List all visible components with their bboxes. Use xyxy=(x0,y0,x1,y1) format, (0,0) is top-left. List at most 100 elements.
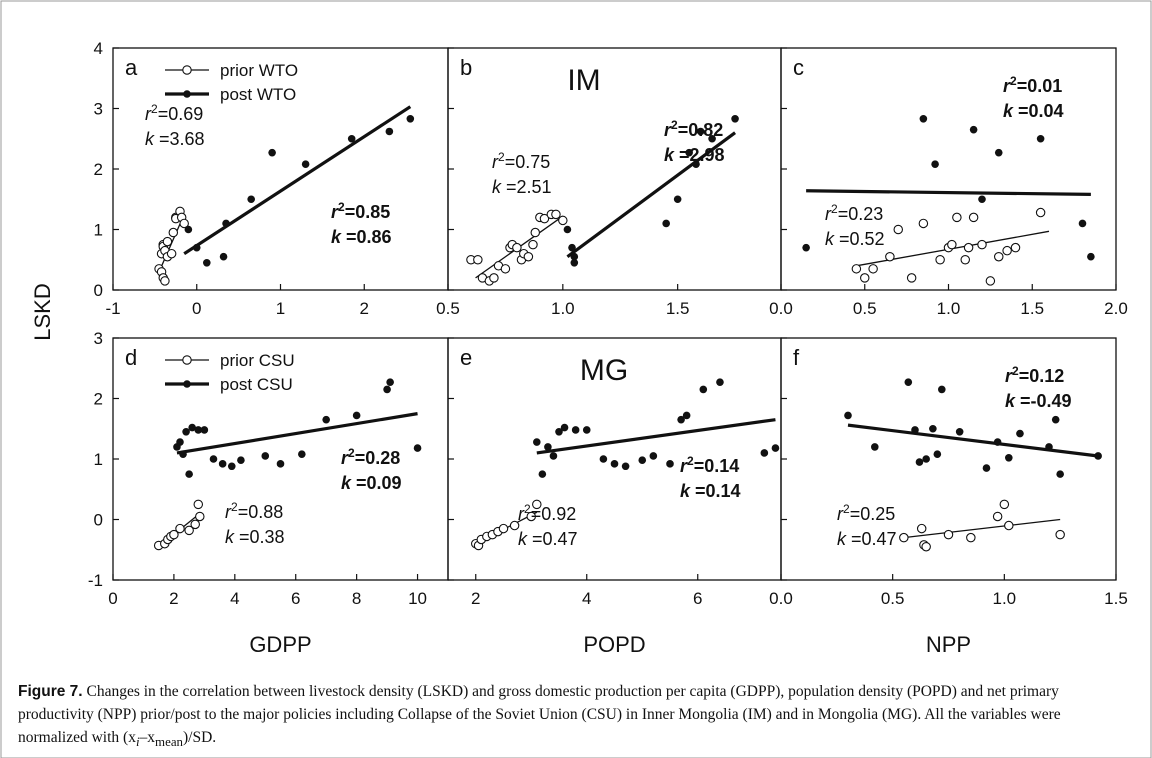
panel-e-prior-point xyxy=(509,520,520,531)
panel-d-post-point xyxy=(322,415,330,424)
panel-c-prior-point xyxy=(935,255,945,265)
panel-e-xtick-label: 4 xyxy=(582,589,591,608)
panel-d-xtick-label: 0 xyxy=(108,589,117,608)
panel-c-prior-point xyxy=(1002,245,1012,256)
panel-f-post-point xyxy=(871,443,879,451)
panel-c-post-k: k =0.04 xyxy=(1003,101,1064,121)
panel-c-prior-point xyxy=(851,264,862,274)
panel-b-post-point xyxy=(570,252,579,261)
panel-d-ytick-label: 1 xyxy=(94,450,103,469)
panel-e-post-point xyxy=(677,415,685,424)
panel-a-xtick-label: -1 xyxy=(105,299,120,318)
panel-c-prior-point xyxy=(868,264,878,274)
panel-f-post-fit-line xyxy=(847,423,1099,458)
panel-f-post-point xyxy=(993,438,1002,446)
panel-f-prior-point xyxy=(992,511,1003,522)
panel-e-post-point xyxy=(582,426,591,434)
panel-d-post-point xyxy=(218,460,227,468)
panel-d-prior-point xyxy=(175,523,185,534)
panel-f-prior-point xyxy=(1004,520,1014,531)
panel-a-legend-post-label: post WTO xyxy=(220,85,296,104)
panel-f-prior-point xyxy=(1055,529,1065,540)
panel-f-post-point xyxy=(1045,443,1053,451)
panel-f-post-point xyxy=(844,411,852,420)
caption-sub-mean: mean xyxy=(155,734,183,750)
panel-b-post-point xyxy=(673,195,682,204)
caption-text: Changes in the correlation between lives… xyxy=(18,683,1061,746)
panel-e-post-point xyxy=(760,449,769,457)
panel-b-post-point xyxy=(696,127,705,136)
panel-d-ytick-label: 2 xyxy=(94,390,103,409)
panel-a-post-point xyxy=(406,114,415,123)
panel-f-prior-point xyxy=(916,523,927,534)
panel-c-prior-point xyxy=(947,239,957,250)
panel-e-post-point xyxy=(549,452,558,460)
panel-e-title: MG xyxy=(580,354,628,387)
panel-f-post-point xyxy=(933,450,942,458)
panel-d-post-point xyxy=(209,455,218,463)
panel-a-post-point xyxy=(247,195,255,204)
panel-a-prior-point xyxy=(166,248,177,259)
panel-d-prior-point xyxy=(193,499,204,510)
panel-e-post-point xyxy=(682,411,691,420)
panel-d-post-point xyxy=(227,462,236,471)
panel-d-post-point xyxy=(194,426,203,434)
panel-f-prior-point xyxy=(921,541,931,552)
panel-f-prior-fit-line xyxy=(903,518,1061,539)
panel-a-ytick-label: 1 xyxy=(94,221,103,240)
panel-d-post-point xyxy=(176,438,184,446)
panel-d-xtick-label: 10 xyxy=(408,589,427,608)
panel-c-prior-point xyxy=(993,251,1004,262)
panel-f-post-point xyxy=(922,455,930,463)
panel-c-letter: c xyxy=(793,55,804,80)
caption-sub-i: i xyxy=(135,734,140,750)
panel-a-post-r2: r2=0.85 xyxy=(331,200,390,222)
panel-a-letter: a xyxy=(125,55,138,80)
panel-c-post-fit-line xyxy=(806,189,1091,197)
panel-e-prior-k: k =0.47 xyxy=(518,529,578,549)
panel-d-ytick-label: -1 xyxy=(88,571,103,590)
panel-a-legend-prior-label: prior WTO xyxy=(220,61,298,80)
panel-b-xtick-label: 0.5 xyxy=(436,299,460,318)
panel-c-prior-point xyxy=(968,212,979,223)
panel-a-post-point xyxy=(184,225,193,234)
panel-e-post-point xyxy=(621,462,630,471)
panel-f-post-point xyxy=(1005,453,1013,462)
panel-f-post-point xyxy=(911,426,919,434)
panel-f-post-point xyxy=(1016,429,1024,438)
panel-d-prior-point xyxy=(184,525,194,536)
panel-a-prior-point xyxy=(160,276,170,286)
panel-c-prior-point xyxy=(963,242,974,253)
panel-b-post-fit-line xyxy=(566,131,737,259)
panel-d-post-point xyxy=(276,460,285,468)
panel-a-prior-r2: r2=0.69 xyxy=(145,102,203,124)
panel-a-xtick-label: 1 xyxy=(276,299,285,318)
panel-f-post-point xyxy=(982,464,991,472)
panel-a-post-point xyxy=(192,243,201,252)
panel-a-post-point xyxy=(385,127,394,136)
panel-f-post-point xyxy=(915,458,924,466)
panel-f-post-point xyxy=(938,385,946,394)
panel-d-legend-post-label: post CSU xyxy=(220,375,293,394)
panel-e-xtick-label: 6 xyxy=(693,589,702,608)
panel-d-xaxis-label: GDPP xyxy=(249,632,311,657)
panel-b-post-k: k =2.98 xyxy=(664,145,725,165)
panel-f-post-point xyxy=(904,378,913,386)
panel-f-prior-point xyxy=(943,529,954,540)
panel-f-xtick-label: 1.5 xyxy=(1104,589,1128,608)
panel-f-xaxis-label: NPP xyxy=(926,632,971,657)
panel-b-prior-point xyxy=(489,273,499,283)
panel-b-post-point xyxy=(662,219,670,228)
panel-f-post-point xyxy=(1056,470,1064,478)
panel-b-post-point xyxy=(692,160,700,168)
panel-d-post-point xyxy=(182,427,190,436)
panel-d-post-point xyxy=(386,378,394,386)
panel-b-prior-point xyxy=(528,239,538,250)
panel-c-post-point xyxy=(931,160,939,168)
panel-d-xtick-label: 2 xyxy=(169,589,178,608)
panel-d-prior-point xyxy=(169,529,179,540)
panel-e-xaxis-label: POPD xyxy=(583,632,645,657)
panel-a-post-point xyxy=(203,258,211,267)
panel-b-letter: b xyxy=(460,55,472,80)
panel-a-legend-prior-marker xyxy=(182,65,192,75)
